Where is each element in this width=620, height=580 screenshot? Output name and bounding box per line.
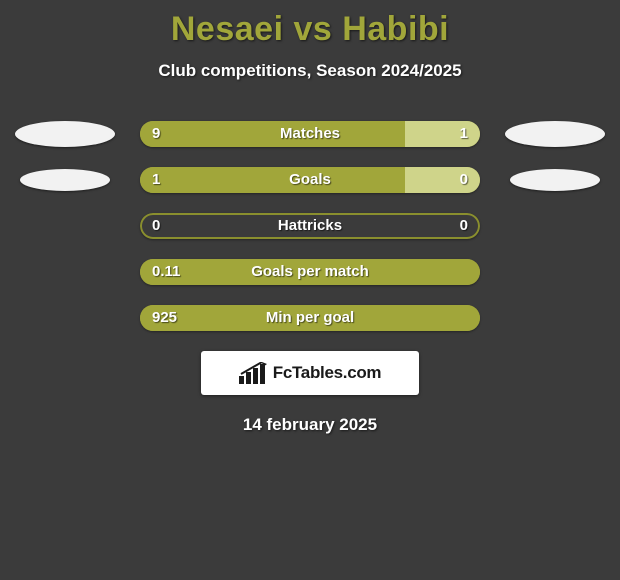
left-icon-slot	[10, 213, 120, 239]
left-icon-slot	[10, 121, 120, 147]
stat-row: 00Hattricks	[0, 213, 620, 239]
stat-rows: 91Matches 10Goals 00Hattricks 0.11Goals per…	[0, 121, 620, 331]
brand-badge: FcTables.com	[201, 351, 419, 395]
stat-bar: 0.11Goals per match	[140, 259, 480, 285]
left-icon-slot	[10, 167, 120, 193]
stat-bar: 925Min per goal	[140, 305, 480, 331]
stat-bar: 91Matches	[140, 121, 480, 147]
stat-label: Hattricks	[140, 213, 480, 239]
stat-row: 91Matches	[0, 121, 620, 147]
right-icon-slot	[500, 213, 610, 239]
player-right-icon	[505, 121, 605, 147]
stat-label: Goals per match	[140, 259, 480, 285]
left-icon-slot	[10, 259, 120, 285]
brand-text: FcTables.com	[273, 363, 382, 383]
stat-bar: 10Goals	[140, 167, 480, 193]
page-subtitle: Club competitions, Season 2024/2025	[0, 61, 620, 81]
stat-label: Matches	[140, 121, 480, 147]
stat-row: 0.11Goals per match	[0, 259, 620, 285]
stat-row: 925Min per goal	[0, 305, 620, 331]
page-title: Nesaei vs Habibi	[0, 0, 620, 49]
right-icon-slot	[500, 259, 610, 285]
stat-row: 10Goals	[0, 167, 620, 193]
player-left-icon	[15, 121, 115, 147]
right-icon-slot	[500, 121, 610, 147]
right-icon-slot	[500, 167, 610, 193]
stat-label: Min per goal	[140, 305, 480, 331]
right-icon-slot	[500, 305, 610, 331]
page-root: Nesaei vs Habibi Club competitions, Seas…	[0, 0, 620, 580]
stat-label: Goals	[140, 167, 480, 193]
player-left-icon	[20, 169, 110, 191]
left-icon-slot	[10, 305, 120, 331]
player-right-icon	[510, 169, 600, 191]
brand-chart-icon	[239, 362, 267, 384]
stat-bar: 00Hattricks	[140, 213, 480, 239]
footer-date: 14 february 2025	[0, 415, 620, 435]
